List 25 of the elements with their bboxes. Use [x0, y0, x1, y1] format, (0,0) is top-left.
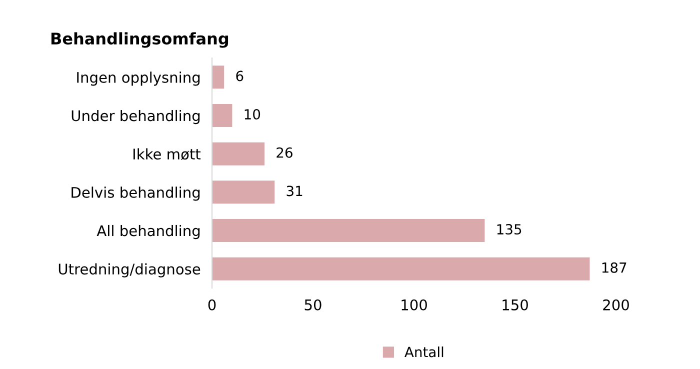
chart-title: Behandlingsomfang: [51, 32, 228, 48]
data-label: 10: [244, 109, 260, 120]
x-tick-label: 150: [502, 299, 528, 310]
data-label: 26: [276, 147, 292, 158]
bar: [212, 257, 590, 280]
y-tick-label: Utredning/diagnose: [58, 263, 200, 278]
x-tick-label: 0: [208, 299, 216, 310]
y-tick-label: Under behandling: [72, 110, 200, 124]
data-label: 135: [497, 224, 522, 235]
x-tick-label: 200: [603, 299, 629, 310]
data-label: 187: [602, 262, 626, 273]
y-tick-label: Ikke møtt: [133, 148, 201, 160]
y-tick-label: All behandling: [96, 224, 200, 240]
data-label: 31: [286, 186, 302, 196]
x-tick-label: 100: [402, 299, 427, 310]
legend-label: Antall: [404, 346, 444, 358]
bar: [212, 66, 224, 89]
bar: [212, 180, 275, 204]
bar: [212, 219, 485, 242]
bar: [212, 142, 265, 166]
y-tick-label: Ingen opplysning: [77, 72, 200, 86]
y-tick-label: Delvis behandling: [72, 186, 200, 201]
data-label: 6: [236, 70, 244, 82]
bar: [212, 104, 232, 127]
x-tick-label: 50: [304, 299, 322, 310]
